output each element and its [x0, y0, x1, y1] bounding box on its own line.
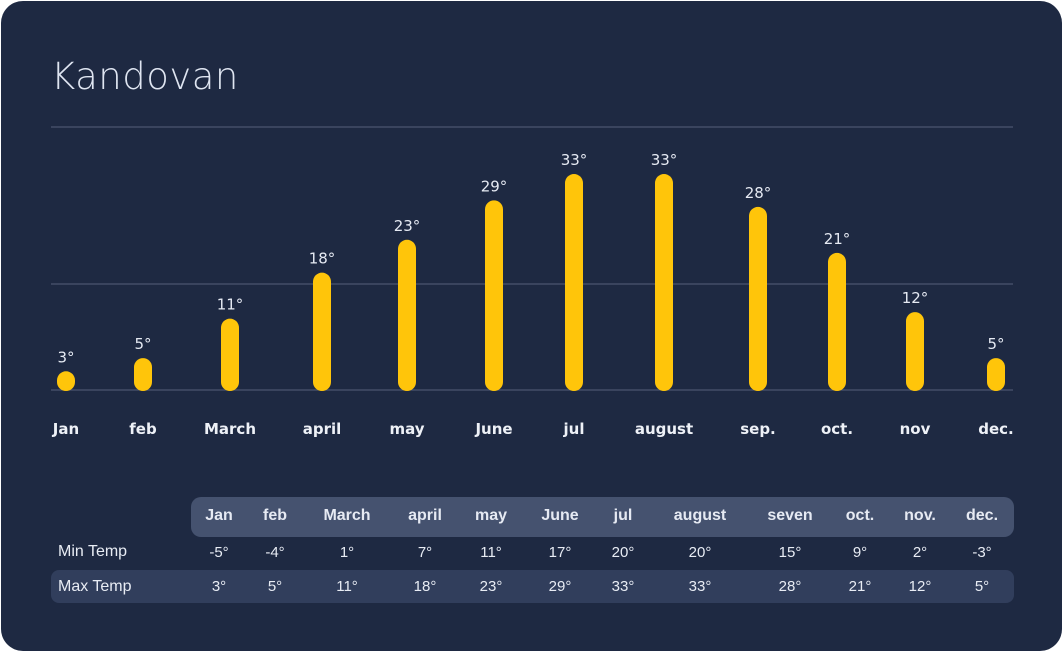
- min-temp-row-label: Min Temp: [58, 543, 128, 560]
- max-temp-cell: 33°: [611, 578, 635, 595]
- table-header-cell: jul: [613, 507, 633, 524]
- bar-value-label: 3°: [57, 348, 74, 366]
- max-temp-cell: 21°: [848, 578, 872, 595]
- table-header-cell: dec.: [965, 507, 999, 524]
- min-temp-cell: 20°: [611, 544, 635, 561]
- bar-feb: [134, 358, 152, 391]
- min-temp-cell: 17°: [548, 544, 572, 561]
- bar-sep: [749, 206, 767, 391]
- min-temp-cell: 15°: [778, 544, 802, 561]
- table-header-cell: seven: [767, 507, 813, 524]
- table-header-cell: June: [541, 507, 579, 524]
- table-header-cell: august: [673, 507, 727, 524]
- bar-value-label: 21°: [824, 230, 851, 248]
- max-temp-cell: 28°: [778, 578, 802, 595]
- month-axis-label: nov: [900, 420, 931, 438]
- min-temp-cell: 2°: [912, 544, 928, 561]
- bar-value-label: 11°: [217, 296, 244, 314]
- max-temp-row-highlight: [51, 570, 1014, 603]
- bar-jul: [565, 174, 583, 391]
- min-temp-cell: 7°: [417, 544, 433, 561]
- temperature-bar-chart: 3° Jan 5° feb 11° March 18° april 23° may 29° June 3…: [51, 126, 1014, 438]
- month-axis-label: sep.: [740, 420, 776, 438]
- month-axis-label: March: [204, 420, 256, 438]
- month-axis-label: Jan: [52, 420, 79, 438]
- month-axis-label: June: [474, 420, 512, 438]
- max-temp-cell: 5°: [974, 578, 990, 595]
- month-axis-label: dec.: [978, 420, 1014, 438]
- min-temp-cell: -3°: [972, 544, 992, 561]
- max-temp-cell: 18°: [413, 578, 437, 595]
- month-axis-label: august: [635, 420, 693, 438]
- bar-august: [655, 174, 673, 391]
- month-axis-label: oct.: [821, 420, 853, 438]
- max-temp-row-label: Max Temp: [58, 578, 132, 595]
- max-temp-cell: 11°: [336, 578, 358, 595]
- max-temp-cell: 3°: [211, 578, 227, 595]
- month-axis-label: jul: [563, 420, 585, 438]
- bar-value-label: 33°: [651, 151, 678, 169]
- bar-value-label: 5°: [134, 335, 151, 353]
- table-header-cell: Jan: [205, 507, 233, 524]
- table-header-cell: March: [323, 507, 371, 524]
- bar-oct: [828, 252, 846, 391]
- bar-value-label: 5°: [987, 335, 1004, 353]
- max-temp-cell: 33°: [688, 578, 712, 595]
- bar-value-label: 29°: [481, 177, 508, 195]
- bar-june: [485, 200, 503, 391]
- table-header-cell: nov.: [904, 507, 936, 524]
- month-axis-label: may: [389, 420, 424, 438]
- city-title: Kandovan: [51, 55, 239, 98]
- min-temp-cell: 9°: [852, 544, 868, 561]
- table-header-cell: oct.: [845, 507, 875, 524]
- bar-value-label: 23°: [394, 217, 421, 235]
- min-temp-cell: 20°: [688, 544, 712, 561]
- max-temp-cell: 12°: [908, 578, 932, 595]
- min-temp-cell: 11°: [480, 544, 502, 561]
- bar-value-label: 18°: [309, 250, 336, 268]
- bar-april: [313, 272, 331, 391]
- bar-nov: [906, 312, 924, 391]
- table-header-cell: feb: [263, 507, 287, 524]
- month-axis-label: april: [303, 420, 342, 438]
- min-temp-cell: -4°: [265, 544, 285, 561]
- min-temp-cell: 1°: [339, 544, 355, 561]
- bar-jan: [57, 371, 75, 391]
- bar-value-label: 33°: [561, 151, 588, 169]
- bar-march: [221, 318, 239, 391]
- bar-value-label: 28°: [745, 184, 772, 202]
- table-header-cell: may: [474, 507, 508, 524]
- max-temp-cell: 23°: [479, 578, 503, 595]
- bar-may: [398, 239, 416, 391]
- table-header-cell: april: [408, 507, 442, 524]
- month-axis-label: feb: [129, 420, 157, 438]
- table-header-strip: [191, 497, 1014, 537]
- max-temp-cell: 5°: [267, 578, 283, 595]
- max-temp-cell: 29°: [548, 578, 572, 595]
- bar-value-label: 12°: [902, 289, 929, 307]
- temperature-table: Min Temp Max Temp Jan feb March april may Jun…: [51, 497, 1014, 607]
- bar-dec: [987, 358, 1005, 391]
- min-temp-cell: -5°: [209, 544, 229, 561]
